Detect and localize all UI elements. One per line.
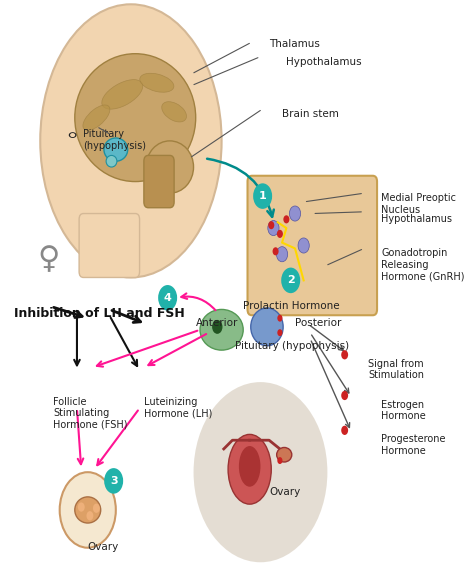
Circle shape [193,382,328,562]
Text: Brain stem: Brain stem [282,109,339,119]
Text: Anterior: Anterior [196,318,238,328]
Ellipse shape [75,54,196,182]
Text: Hypothalamus: Hypothalamus [382,214,452,224]
Text: 2: 2 [287,276,294,286]
Text: Ovary: Ovary [88,542,119,552]
Circle shape [93,503,100,513]
Circle shape [273,247,279,255]
Text: Luteinizing
Hormone (LH): Luteinizing Hormone (LH) [144,397,212,418]
Circle shape [283,215,290,224]
Circle shape [341,350,348,359]
Ellipse shape [251,308,283,346]
Text: Progesterone
Hormone: Progesterone Hormone [382,434,446,456]
Text: Signal from
Stimulation: Signal from Stimulation [368,359,424,380]
Circle shape [277,315,283,322]
Circle shape [298,238,309,253]
Circle shape [268,221,279,235]
Circle shape [290,206,301,221]
Ellipse shape [104,138,128,161]
Text: Inhibition of LH and FSH: Inhibition of LH and FSH [14,307,185,319]
Ellipse shape [146,141,193,193]
Text: Medial Preoptic
Nucleus: Medial Preoptic Nucleus [382,193,456,215]
Circle shape [268,221,274,230]
Text: 1: 1 [259,191,266,201]
Ellipse shape [239,446,261,486]
Circle shape [86,511,93,520]
Ellipse shape [102,79,143,109]
Ellipse shape [40,4,222,277]
Text: Prolactin Hormone: Prolactin Hormone [243,301,340,311]
Text: Hypothalamus: Hypothalamus [286,57,362,67]
Ellipse shape [75,497,100,523]
Text: Gonadotropin
Releasing
Hormone (GnRH): Gonadotropin Releasing Hormone (GnRH) [382,248,465,281]
Circle shape [78,502,85,512]
Circle shape [277,329,283,336]
Ellipse shape [162,102,186,122]
Ellipse shape [69,132,76,138]
Circle shape [341,426,348,435]
Text: Follicle
Stimulating
Hormone (FSH): Follicle Stimulating Hormone (FSH) [53,397,128,430]
Text: Pituitary
(hypophysis): Pituitary (hypophysis) [83,129,146,151]
Ellipse shape [83,105,110,130]
Text: ♀: ♀ [38,245,60,274]
Ellipse shape [140,73,174,92]
FancyBboxPatch shape [247,176,377,315]
Text: Posterior: Posterior [295,318,341,328]
FancyBboxPatch shape [144,155,174,208]
Circle shape [281,267,300,293]
Text: 3: 3 [110,476,118,486]
Circle shape [341,391,348,400]
Circle shape [277,230,283,238]
Circle shape [60,472,116,548]
Ellipse shape [228,434,271,504]
FancyBboxPatch shape [79,214,139,277]
Ellipse shape [277,447,292,462]
Circle shape [277,457,283,464]
Circle shape [212,320,222,334]
Text: Pituitary (hypophysis): Pituitary (hypophysis) [235,342,349,352]
Text: Estrogen
Hormone: Estrogen Hormone [382,399,426,421]
Text: 4: 4 [164,293,172,303]
Ellipse shape [70,133,75,137]
Circle shape [253,183,272,209]
Ellipse shape [106,155,117,167]
Circle shape [104,468,123,493]
Ellipse shape [200,310,243,350]
Text: Thalamus: Thalamus [269,39,320,49]
Circle shape [276,246,288,262]
Text: Ovary: Ovary [269,486,301,497]
Circle shape [158,285,177,311]
